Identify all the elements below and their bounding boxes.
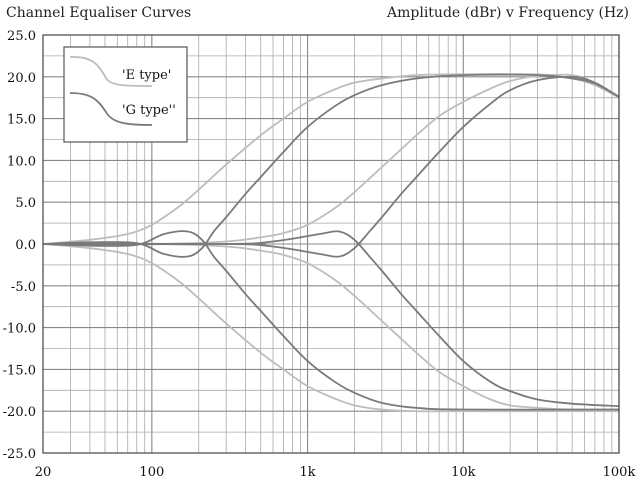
g-type-curve-5 bbox=[42, 73, 620, 258]
y-tick-label: 20.0 bbox=[7, 71, 36, 86]
x-tick-label: 100 bbox=[139, 465, 164, 480]
chart-subtitle: Amplitude (dBr) v Frequency (Hz) bbox=[387, 5, 629, 21]
y-tick-label: 25.0 bbox=[7, 29, 36, 44]
g-type-curve-7 bbox=[42, 75, 620, 258]
y-tick-label: 5.0 bbox=[15, 196, 36, 211]
x-tick-label: 10k bbox=[451, 465, 476, 480]
g-type-curve-6 bbox=[42, 230, 620, 411]
y-tick-label: 0.0 bbox=[15, 238, 36, 253]
series-group bbox=[42, 73, 620, 413]
legend-label: 'E type' bbox=[122, 68, 171, 83]
axes: 25.0 20.0 15.0 10.0 5.0 0.0 -5.0 -10.0 -15.0 -20.… bbox=[3, 29, 636, 480]
x-tick-label: 1k bbox=[299, 465, 315, 480]
y-tick-label: -5.0 bbox=[11, 280, 36, 295]
e-type-curve-2 bbox=[42, 243, 619, 413]
y-tick-label: 10.0 bbox=[7, 154, 36, 169]
plot-border bbox=[42, 34, 620, 454]
legend: 'E type' 'G type'' bbox=[63, 46, 188, 143]
legend-label: 'G type'' bbox=[122, 103, 176, 118]
y-tick-label: 15.0 bbox=[7, 113, 36, 128]
y-tick-label: -15.0 bbox=[3, 363, 36, 378]
e-type-curve-4 bbox=[42, 242, 620, 411]
y-tick-label: -25.0 bbox=[3, 447, 36, 462]
y-tick-label: -20.0 bbox=[3, 405, 36, 420]
chart-title: Channel Equaliser Curves bbox=[6, 5, 192, 21]
g-type-curve-8 bbox=[42, 230, 620, 408]
legend-symbol bbox=[69, 92, 153, 126]
x-tick-label: 100k bbox=[603, 465, 636, 480]
legend-symbol bbox=[69, 56, 153, 87]
x-tick-label: 20 bbox=[35, 465, 52, 480]
y-tick-label: -10.0 bbox=[3, 322, 36, 337]
